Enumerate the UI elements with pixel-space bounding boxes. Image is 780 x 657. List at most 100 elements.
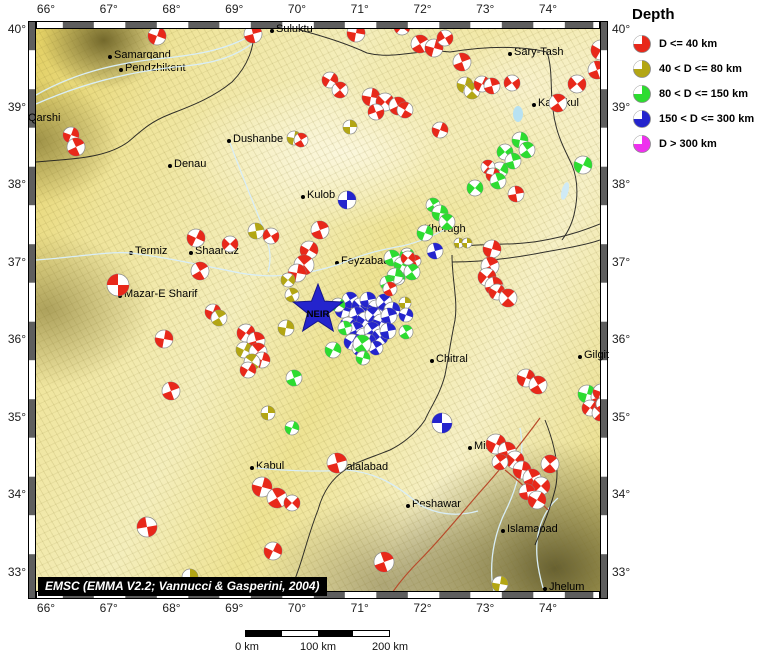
beachball-icon (633, 34, 651, 53)
beachball-icon (633, 134, 651, 153)
legend-item: 80 < D <= 150 km (632, 81, 778, 106)
city-label: Jalalabad (341, 461, 389, 473)
city-dot (578, 355, 582, 359)
lat-tick-label: 37° (612, 254, 631, 269)
scale-bar (245, 630, 390, 637)
lat-tick-label: 36° (7, 332, 26, 346)
city-dot (335, 261, 339, 265)
city-label: Denau (174, 158, 207, 170)
city-dot (189, 251, 193, 255)
lon-tick-label: 73° (476, 2, 495, 16)
city-label: Mazar-E Sharif (124, 288, 198, 300)
lon-tick-label: 74° (538, 2, 558, 16)
city-label: Shaartuz (195, 245, 240, 257)
lon-tick-label: 69° (225, 2, 244, 16)
city-dot (118, 294, 122, 298)
scale-segment (353, 631, 389, 636)
city-label: Islamabad (507, 523, 558, 535)
city-dot (301, 195, 305, 199)
lon-tick-label: 74° (538, 601, 558, 615)
city-label: Sary-Tash (514, 46, 564, 58)
legend-title: Depth (632, 6, 675, 23)
city-label: Dushanbe (233, 133, 284, 145)
city-dot (119, 68, 123, 72)
lat-tick-label: 40° (612, 22, 631, 36)
scale-segment (317, 631, 354, 636)
city-label: Kulob (307, 189, 336, 201)
legend-item-label: D <= 40 km (659, 37, 718, 50)
depth-legend: Depth D <= 40 km 40 < D <= 80 km 80 < D … (632, 6, 778, 156)
lat-tick-label: 37° (7, 254, 26, 269)
map-frame-right (600, 21, 608, 599)
city-label: Mingora (474, 440, 514, 452)
city-dot (508, 52, 512, 56)
city-label: Samarqand (114, 49, 171, 61)
lat-tick-label: 38° (612, 177, 631, 191)
lon-tick-label: 72° (413, 2, 432, 16)
legend-item-label: 150 < D <= 300 km (659, 112, 755, 125)
lon-tick-label: 67° (99, 2, 118, 16)
scale-label: 100 km (299, 641, 337, 653)
scale-segment (246, 631, 282, 636)
lon-tick-label: 68° (162, 601, 181, 615)
scale-label: 200 km (371, 641, 409, 653)
lon-tick-label: 70° (287, 2, 307, 16)
lon-tick-label: 69° (225, 601, 244, 615)
lat-tick-label: 36° (612, 332, 631, 346)
legend-item-label: D > 300 km (659, 137, 717, 150)
city-dot (501, 529, 505, 533)
city-dot (543, 587, 547, 591)
scale-label: 0 km (235, 641, 259, 653)
lat-tick-label: 33° (612, 564, 631, 579)
city-dot (418, 229, 422, 233)
legend-item: D <= 40 km (632, 31, 778, 56)
legend-item-label: 40 < D <= 80 km (659, 62, 742, 75)
map-frame-top (36, 21, 600, 29)
city-dot (406, 504, 410, 508)
scale-segment (281, 631, 318, 636)
city-dot (129, 251, 133, 255)
city-label: Khorugh (424, 223, 466, 235)
lat-tick-label: 39° (612, 99, 631, 114)
city-label: Qarshi (28, 112, 61, 124)
lat-tick-label: 35° (612, 409, 631, 424)
lon-tick-label: 71° (350, 601, 369, 615)
lat-tick-label: 39° (7, 99, 26, 114)
city-dot (270, 29, 274, 33)
lon-tick-label: 66° (36, 601, 56, 615)
lat-tick-label: 35° (7, 409, 26, 424)
city-dot (168, 164, 172, 168)
beachball-icon (633, 109, 651, 128)
city-dot (227, 139, 231, 143)
lon-tick-label: 66° (36, 2, 56, 16)
attribution-bar: EMSC (EMMA V2.2; Vannucci & Gasperini, 2… (38, 577, 327, 596)
city-label: Peshawar (412, 498, 461, 510)
station-star-label: NEIR (306, 309, 330, 320)
city-dot (532, 103, 536, 107)
city-label: Suluktu (276, 23, 313, 35)
city-label: Chitral (436, 353, 468, 365)
city-label: Kara-kul (538, 97, 579, 109)
lat-tick-label: 38° (7, 177, 26, 191)
lat-tick-label: 40° (7, 22, 26, 36)
map-frame-left (28, 21, 36, 599)
legend-item-label: 80 < D <= 150 km (659, 87, 748, 100)
beachball-icon (633, 84, 651, 103)
city-dot (430, 359, 434, 363)
legend-item: D > 300 km (632, 131, 778, 156)
lon-tick-label: 72° (413, 601, 432, 615)
city-label: Gilgit (584, 349, 610, 361)
lon-tick-label: 68° (162, 2, 181, 16)
legend-item: 40 < D <= 80 km (632, 56, 778, 81)
beachball-icon (633, 59, 651, 78)
city-label: Jhelum (549, 581, 585, 593)
city-label: Feyzabad (341, 255, 390, 267)
lon-tick-label: 67° (99, 601, 118, 615)
lat-tick-label: 34° (7, 487, 26, 501)
legend-item: 150 < D <= 300 km (632, 106, 778, 131)
city-label: Pendzhikent (125, 62, 186, 74)
city-label: Kabul (256, 460, 285, 472)
city-dot (250, 466, 254, 470)
city-dot (468, 446, 472, 450)
